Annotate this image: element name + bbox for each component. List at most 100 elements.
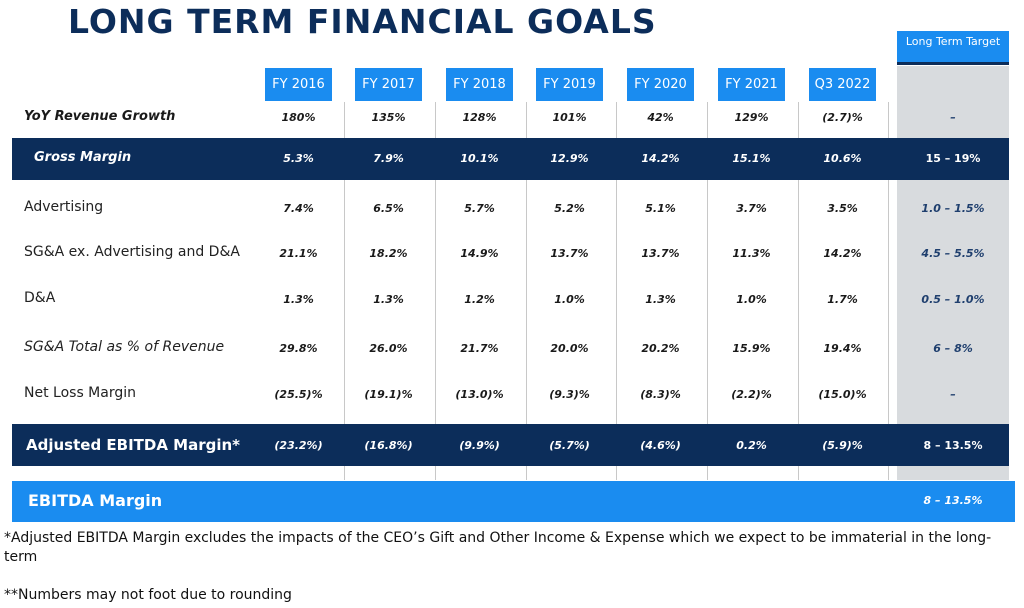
value-cell: 1.0%	[554, 293, 585, 306]
row-label: EBITDA Margin	[28, 491, 163, 510]
target-column-background	[897, 66, 1009, 480]
value-cell: (15.0)%	[818, 388, 867, 401]
value-cell: (25.5)%	[274, 388, 323, 401]
value-cell: 3.5%	[827, 202, 858, 215]
value-cell: 15.1%	[732, 152, 771, 165]
year-header-fy2019: FY 2019	[536, 68, 603, 101]
value-cell: (5.9)%	[822, 439, 863, 452]
year-header-fy2017: FY 2017	[355, 68, 422, 101]
value-cell: 12.9%	[550, 152, 589, 165]
value-cell: 26.0%	[369, 342, 408, 355]
target-cell: –	[950, 111, 956, 124]
value-cell: 1.3%	[645, 293, 676, 306]
value-cell: (2.2)%	[731, 388, 772, 401]
row-da: D&A 1.3% 1.3% 1.2% 1.0% 1.3% 1.0% 1.7% 0…	[12, 289, 1009, 311]
value-cell: 1.3%	[373, 293, 404, 306]
year-header-fy2018: FY 2018	[446, 68, 513, 101]
value-cell: 5.7%	[464, 202, 495, 215]
value-cell: 101%	[552, 111, 587, 124]
target-cell: 1.0 – 1.5%	[921, 202, 985, 215]
value-cell: 5.2%	[554, 202, 585, 215]
row-sga-total: SG&A Total as % of Revenue 29.8% 26.0% 2…	[12, 338, 1009, 360]
value-cell: (8.3)%	[640, 388, 681, 401]
year-header-fy2016: FY 2016	[265, 68, 332, 101]
value-cell: 1.2%	[464, 293, 495, 306]
row-ebitda-margin: EBITDA Margin 8 – 13.5%	[12, 481, 1015, 522]
value-cell: 3.7%	[736, 202, 767, 215]
row-net-loss-margin: Net Loss Margin (25.5)% (19.1)% (13.0)% …	[12, 384, 1009, 406]
target-cell: 8 – 13.5%	[923, 494, 983, 507]
column-divider	[616, 102, 617, 480]
value-cell: 29.8%	[279, 342, 318, 355]
row-label: Net Loss Margin	[24, 385, 136, 401]
row-gross-margin: Gross Margin 5.3% 7.9% 10.1% 12.9% 14.2%…	[12, 138, 1009, 180]
target-cell: 8 – 13.5%	[923, 439, 983, 452]
value-cell: 10.1%	[460, 152, 499, 165]
year-header-q3-2022: Q3 2022	[809, 68, 876, 101]
row-yoy-revenue-growth: YoY Revenue Growth 180% 135% 128% 101% 4…	[12, 108, 1009, 128]
value-cell: (16.8%)	[364, 439, 413, 452]
footnote-rounding: **Numbers may not foot due to rounding	[4, 587, 292, 603]
column-divider	[526, 102, 527, 480]
value-cell: (2.7)%	[822, 111, 863, 124]
value-cell: (9.9%)	[459, 439, 500, 452]
target-cell: –	[950, 388, 956, 401]
column-divider	[888, 102, 889, 480]
value-cell: 14.2%	[641, 152, 680, 165]
row-label: Adjusted EBITDA Margin*	[26, 436, 241, 454]
row-label: SG&A Total as % of Revenue	[24, 339, 225, 355]
value-cell: 21.7%	[460, 342, 499, 355]
value-cell: 14.9%	[460, 247, 499, 260]
value-cell: 5.1%	[645, 202, 676, 215]
value-cell: (9.3)%	[549, 388, 590, 401]
column-divider	[435, 102, 436, 480]
value-cell: 1.3%	[283, 293, 314, 306]
row-advertising: Advertising 7.4% 6.5% 5.7% 5.2% 5.1% 3.7…	[12, 198, 1009, 220]
value-cell: 7.4%	[283, 202, 314, 215]
target-cell: 15 – 19%	[925, 152, 981, 165]
value-cell: 1.7%	[827, 293, 858, 306]
value-cell: 19.4%	[823, 342, 862, 355]
value-cell: (13.0)%	[455, 388, 504, 401]
value-cell: 5.3%	[283, 152, 314, 165]
value-cell: 128%	[462, 111, 497, 124]
row-label: Gross Margin	[34, 150, 132, 165]
year-header-fy2020: FY 2020	[627, 68, 694, 101]
value-cell: 42%	[647, 111, 674, 124]
value-cell: 1.0%	[736, 293, 767, 306]
column-divider	[344, 102, 345, 480]
value-cell: 10.6%	[823, 152, 862, 165]
row-label: D&A	[24, 290, 56, 306]
row-label: SG&A ex. Advertising and D&A	[24, 244, 240, 260]
value-cell: 18.2%	[369, 247, 408, 260]
value-cell: 0.2%	[736, 439, 767, 452]
value-cell: 14.2%	[823, 247, 862, 260]
value-cell: 7.9%	[373, 152, 404, 165]
value-cell: 13.7%	[550, 247, 589, 260]
row-label: YoY Revenue Growth	[24, 109, 176, 124]
value-cell: 20.0%	[550, 342, 589, 355]
row-sga-ex-advertising: SG&A ex. Advertising and D&A 21.1% 18.2%…	[12, 243, 1009, 265]
value-cell: (4.6%)	[640, 439, 681, 452]
value-cell: (23.2%)	[274, 439, 323, 452]
footnote-adjusted-ebitda: *Adjusted EBITDA Margin excludes the imp…	[4, 530, 992, 565]
column-divider	[798, 102, 799, 480]
row-label: Advertising	[24, 199, 104, 215]
value-cell: 21.1%	[279, 247, 318, 260]
value-cell: 180%	[281, 111, 316, 124]
target-cell: 6 – 8%	[933, 342, 973, 355]
value-cell: 20.2%	[641, 342, 680, 355]
row-adjusted-ebitda-margin: Adjusted EBITDA Margin* (23.2%) (16.8%) …	[12, 424, 1009, 466]
target-cell: 0.5 – 1.0%	[921, 293, 985, 306]
value-cell: 11.3%	[732, 247, 771, 260]
value-cell: 135%	[371, 111, 406, 124]
value-cell: (19.1)%	[364, 388, 413, 401]
column-divider	[707, 102, 708, 480]
page-title: LONG TERM FINANCIAL GOALS	[68, 2, 657, 41]
year-header-fy2021: FY 2021	[718, 68, 785, 101]
value-cell: 6.5%	[373, 202, 404, 215]
target-column-header: Long Term Target	[897, 31, 1009, 65]
value-cell: 15.9%	[732, 342, 771, 355]
value-cell: (5.7%)	[549, 439, 590, 452]
value-cell: 129%	[734, 111, 769, 124]
